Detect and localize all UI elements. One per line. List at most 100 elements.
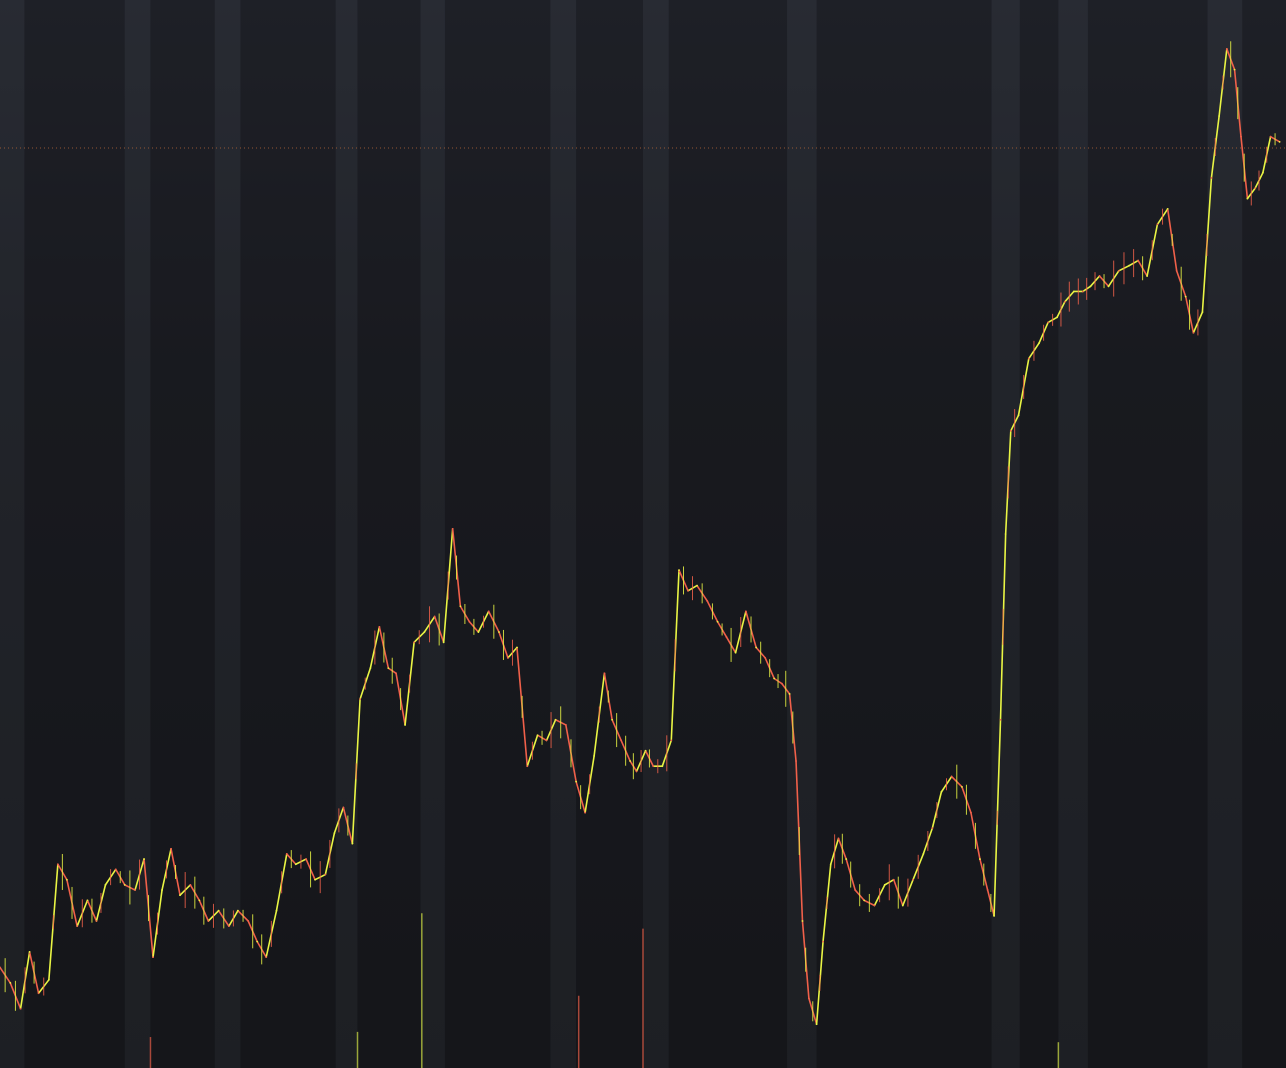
series-0-point-114 (1027, 357, 1030, 360)
series-0-point-29 (275, 909, 278, 912)
series-0-point-49 (459, 605, 462, 608)
series-0-point-51 (477, 631, 480, 633)
series-0-point-33 (314, 878, 316, 881)
series-0-point-98 (892, 878, 895, 881)
session-band-11 (576, 0, 643, 1068)
series-0-point-143 (1278, 140, 1281, 143)
series-0-point-122 (1098, 275, 1101, 277)
session-band-4 (214, 0, 241, 1068)
series-0-point-131 (1184, 295, 1187, 298)
series-0-point-8 (76, 925, 79, 928)
series-0-point-125 (1128, 264, 1131, 267)
series-0-point-83 (773, 677, 776, 680)
series-0-point-99 (901, 904, 904, 907)
series-0-point-69 (644, 749, 647, 752)
series-0-point-115 (1038, 342, 1040, 344)
series-0-point-70 (652, 765, 655, 768)
session-band-13 (668, 0, 788, 1068)
series-0-point-41 (387, 667, 390, 670)
series-0-point-65 (611, 718, 614, 721)
series-0-point-32 (305, 858, 307, 860)
series-0-point-64 (603, 672, 606, 675)
series-0-point-40 (378, 625, 381, 628)
series-0-point-128 (1156, 223, 1159, 226)
session-band-10 (550, 0, 577, 1068)
series-0-point-129 (1166, 208, 1169, 210)
series-0-point-25 (237, 909, 239, 912)
series-0-point-91 (829, 863, 832, 866)
series-0-point-119 (1072, 290, 1075, 293)
series-0-point-22 (207, 920, 210, 922)
series-0-point-77 (716, 620, 719, 623)
series-0-point-81 (755, 646, 758, 649)
series-0-point-97 (883, 883, 886, 886)
series-0-point-90 (822, 940, 824, 943)
series-0-point-138 (1240, 135, 1242, 138)
series-0-point-101 (922, 853, 925, 855)
series-0-point-121 (1089, 285, 1092, 288)
series-0-point-112 (1009, 429, 1012, 432)
series-0-point-44 (413, 641, 415, 644)
series-0-point-60 (564, 724, 567, 726)
series-0-point-140 (1254, 187, 1257, 190)
series-0-point-50 (468, 620, 471, 623)
series-0-point-120 (1081, 290, 1084, 293)
series-0-point-85 (788, 693, 791, 695)
series-0-point-1 (9, 982, 12, 984)
session-band-2 (124, 0, 151, 1068)
series-0-point-48 (451, 527, 454, 530)
series-0-point-134 (1210, 177, 1213, 179)
series-0-point-53 (498, 631, 500, 633)
series-0-point-92 (837, 837, 840, 840)
series-0-point-71 (661, 765, 664, 768)
series-0-point-10 (95, 920, 98, 922)
series-0-point-93 (845, 858, 848, 860)
series-0-point-11 (104, 883, 107, 886)
series-0-point-15 (143, 858, 145, 860)
series-0-point-5 (47, 978, 50, 981)
series-0-point-78 (725, 636, 728, 639)
series-0-point-17 (161, 889, 163, 891)
series-0-point-27 (256, 940, 259, 943)
series-0-point-113 (1017, 414, 1020, 417)
series-0-point-86 (795, 760, 797, 762)
series-0-point-6 (56, 863, 59, 866)
session-band-17 (1019, 0, 1059, 1068)
series-0-point-84 (780, 682, 783, 685)
series-0-point-23 (217, 909, 220, 912)
series-0-point-0 (0, 966, 1, 969)
series-0-point-55 (516, 646, 518, 649)
session-band-7 (357, 0, 421, 1068)
series-0-point-142 (1269, 135, 1272, 138)
series-0-point-59 (554, 718, 557, 721)
series-0-point-126 (1137, 259, 1140, 262)
series-0-point-124 (1117, 269, 1120, 272)
series-0-point-63 (593, 754, 596, 757)
session-band-15 (816, 0, 992, 1068)
series-0-point-21 (198, 899, 201, 902)
series-0-point-47 (442, 641, 445, 644)
series-0-point-82 (764, 656, 767, 659)
series-0-point-26 (247, 920, 250, 922)
series-0-point-68 (635, 770, 638, 773)
series-0-point-35 (333, 832, 336, 835)
session-band-5 (240, 0, 336, 1068)
series-0-point-4 (37, 992, 40, 995)
series-0-point-38 (359, 698, 361, 701)
session-band-0 (0, 0, 25, 1068)
series-0-point-74 (687, 589, 689, 592)
series-0-point-45 (423, 631, 426, 633)
series-0-point-132 (1192, 331, 1195, 334)
series-0-point-107 (979, 858, 981, 860)
series-0-point-137 (1233, 68, 1236, 71)
series-0-point-108 (986, 889, 989, 891)
series-0-point-30 (285, 853, 288, 855)
series-0-point-37 (351, 842, 354, 845)
price-series-layer (0, 41, 1281, 1026)
series-0-point-42 (395, 672, 397, 675)
series-0-point-46 (433, 615, 436, 618)
series-0-point-94 (854, 889, 857, 891)
series-0-point-61 (575, 780, 578, 783)
